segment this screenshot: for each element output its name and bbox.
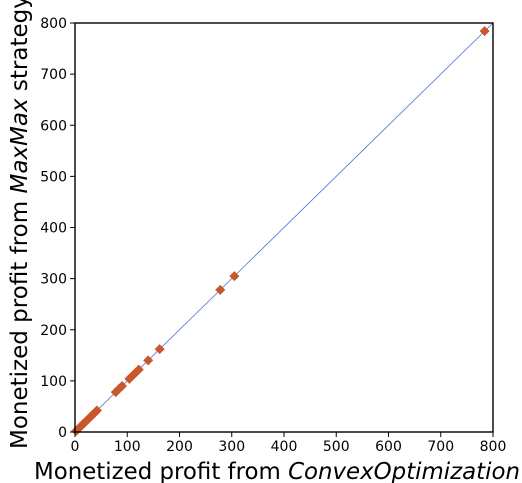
data-point bbox=[229, 271, 240, 282]
y-tick-label: 600 bbox=[40, 118, 67, 134]
x-tick-label: 300 bbox=[218, 439, 245, 455]
y-axis-label-part: MaxMax bbox=[7, 98, 33, 193]
data-point bbox=[133, 364, 144, 375]
y-tick-label: 200 bbox=[40, 323, 67, 339]
x-tick-label: 500 bbox=[323, 439, 350, 455]
x-tick-label: 800 bbox=[480, 439, 507, 455]
reference-line bbox=[74, 22, 494, 433]
data-point bbox=[479, 26, 490, 37]
x-tick-label: 400 bbox=[271, 439, 298, 455]
reference-line-layer bbox=[74, 22, 494, 433]
y-axis-ticks: 0 100 200 300 400 500 600 700 800 bbox=[40, 16, 75, 441]
x-tick-label: 600 bbox=[375, 439, 402, 455]
data-points-layer bbox=[71, 26, 490, 436]
data-point bbox=[215, 284, 226, 295]
y-tick-label: 800 bbox=[40, 16, 67, 32]
data-point bbox=[117, 380, 128, 391]
x-tick-label: 200 bbox=[166, 439, 193, 455]
y-tick-label: 700 bbox=[40, 67, 67, 83]
x-tick-label: 0 bbox=[71, 439, 80, 455]
y-axis-label-part: Monetized profit from bbox=[7, 194, 33, 449]
data-point bbox=[143, 355, 154, 366]
y-tick-label: 500 bbox=[40, 169, 67, 185]
y-tick-label: 400 bbox=[40, 221, 67, 237]
y-tick-label: 100 bbox=[40, 374, 67, 390]
y-tick-label: 0 bbox=[58, 425, 67, 441]
data-point bbox=[154, 344, 165, 355]
x-axis-label-part: Monetized profit from bbox=[34, 459, 288, 483]
x-axis-ticks: 0 100 200 300 400 500 600 700 800 bbox=[71, 432, 507, 455]
x-tick-label: 700 bbox=[427, 439, 454, 455]
y-axis-label: Monetized profit from MaxMax strategy bbox=[7, 0, 33, 449]
y-axis-label-part: strategy bbox=[7, 0, 33, 98]
data-point bbox=[91, 405, 102, 416]
y-tick-label: 300 bbox=[40, 272, 67, 288]
x-axis-label: Monetized profit from ConvexOptimization bbox=[34, 459, 520, 483]
x-axis-label-part: ConvexOptimization bbox=[288, 459, 520, 483]
x-tick-label: 100 bbox=[114, 439, 141, 455]
